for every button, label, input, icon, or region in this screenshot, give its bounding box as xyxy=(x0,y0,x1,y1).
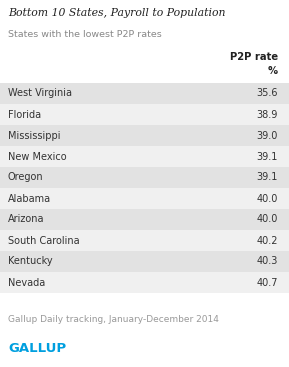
Bar xyxy=(0,83,289,104)
Text: Gallup Daily tracking, January-December 2014: Gallup Daily tracking, January-December … xyxy=(8,315,219,324)
Text: Alabama: Alabama xyxy=(8,193,51,203)
Bar xyxy=(0,230,289,251)
Text: %: % xyxy=(268,66,278,76)
Bar xyxy=(0,125,289,146)
Text: GALLUP: GALLUP xyxy=(8,342,66,355)
Text: 40.2: 40.2 xyxy=(257,236,278,246)
Text: 40.0: 40.0 xyxy=(257,193,278,203)
Text: Florida: Florida xyxy=(8,109,41,120)
Text: 38.9: 38.9 xyxy=(257,109,278,120)
Text: Oregon: Oregon xyxy=(8,172,44,182)
Text: P2P rate: P2P rate xyxy=(230,52,278,62)
Text: 39.1: 39.1 xyxy=(257,152,278,161)
Text: 40.0: 40.0 xyxy=(257,214,278,225)
Text: Nevada: Nevada xyxy=(8,277,45,287)
Text: 39.1: 39.1 xyxy=(257,172,278,182)
Text: 40.7: 40.7 xyxy=(257,277,278,287)
Text: South Carolina: South Carolina xyxy=(8,236,80,246)
Text: West Virginia: West Virginia xyxy=(8,88,72,98)
Bar xyxy=(0,167,289,188)
Bar xyxy=(0,146,289,167)
Text: Bottom 10 States, Payroll to Population: Bottom 10 States, Payroll to Population xyxy=(8,8,225,18)
Text: Mississippi: Mississippi xyxy=(8,131,60,141)
Text: 39.0: 39.0 xyxy=(257,131,278,141)
Text: Arizona: Arizona xyxy=(8,214,45,225)
Bar xyxy=(0,251,289,272)
Text: States with the lowest P2P rates: States with the lowest P2P rates xyxy=(8,30,162,39)
Bar xyxy=(0,209,289,230)
Text: Kentucky: Kentucky xyxy=(8,257,53,266)
Bar xyxy=(0,272,289,293)
Bar xyxy=(0,188,289,209)
Bar xyxy=(0,104,289,125)
Text: 40.3: 40.3 xyxy=(257,257,278,266)
Text: New Mexico: New Mexico xyxy=(8,152,67,161)
Text: 35.6: 35.6 xyxy=(257,88,278,98)
